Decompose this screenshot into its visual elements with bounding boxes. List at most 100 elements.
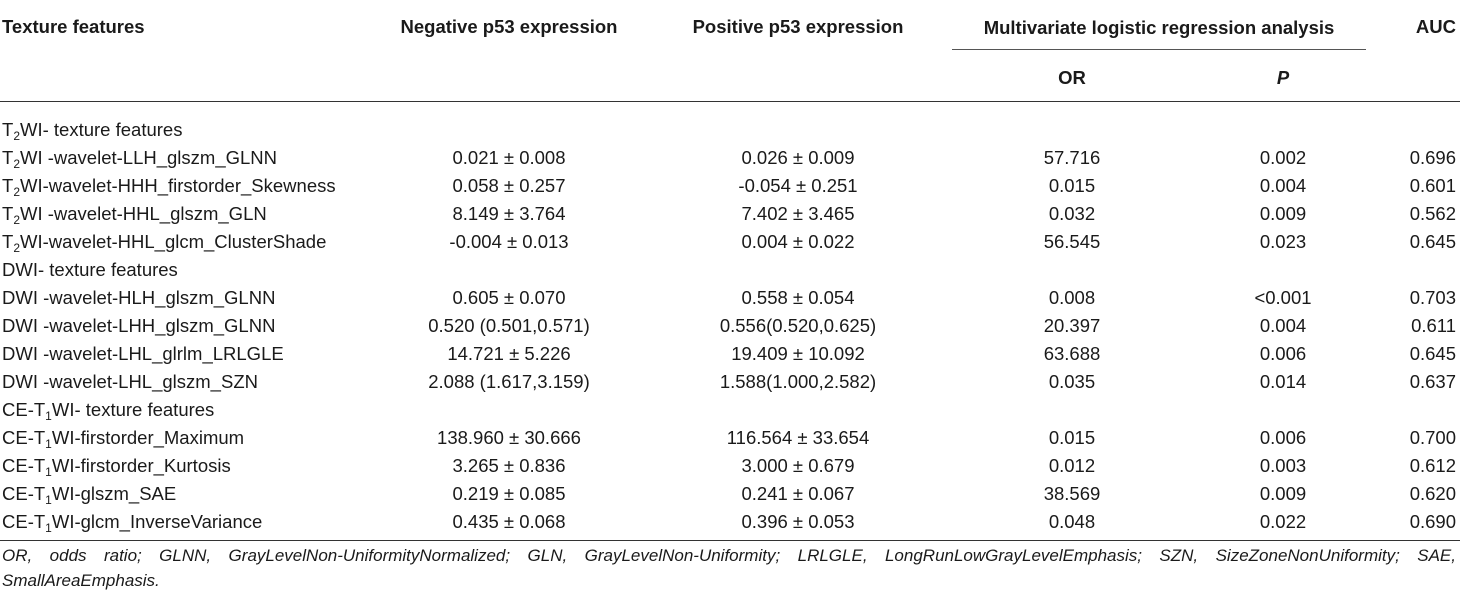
or-value: 0.035 [1048, 371, 1096, 392]
negative-value: 0.058 ± 0.257 [452, 175, 566, 196]
or-value: 20.397 [1043, 315, 1101, 336]
section-title-text: T [2, 119, 14, 140]
subheader-empty [648, 54, 948, 102]
p-value: 0.004 [1259, 315, 1307, 336]
positive-value: 0.558 ± 0.054 [741, 287, 855, 308]
feature-name-text: WI-wavelet-HHH_firstorder_Skewness [20, 175, 336, 196]
subheader-empty [0, 54, 370, 102]
subheader-p: P [1276, 66, 1290, 88]
feature-name-text: WI-glszm_SAE [51, 483, 177, 504]
header-texture-features: Texture features [2, 16, 145, 37]
section-title-text: WI- texture features [20, 119, 183, 140]
subheader-empty [1370, 54, 1460, 102]
or-value: 0.048 [948, 508, 1196, 541]
subheader-or: OR [1058, 66, 1086, 88]
p-value: 0.023 [1259, 231, 1307, 252]
table-row: CE-T1WI-glcm_InverseVariance 0.435 ± 0.06… [0, 508, 1460, 541]
feature-name: CE-T1WI-firstorder_Kurtosis [0, 452, 370, 480]
positive-value: 0.396 ± 0.053 [648, 508, 948, 541]
feature-name: CE-T1WI-glcm_InverseVariance [0, 508, 370, 541]
feature-name: CE-T1WI-glszm_SAE [0, 480, 370, 508]
feature-name-text: DWI -wavelet-LHL_glszm_SZN [2, 371, 258, 392]
or-value: 0.015 [1048, 175, 1096, 196]
negative-value: 0.520 (0.501,0.571) [428, 315, 590, 336]
p-value: <0.001 [1254, 287, 1312, 308]
feature-name-text: DWI -wavelet-LHH_glszm_GLNN [2, 315, 276, 336]
section-title: T2WI- texture features [0, 102, 1460, 145]
or-value: 0.012 [1048, 455, 1096, 476]
positive-value: 7.402 ± 3.465 [741, 203, 855, 224]
table-row: CE-T1WI-firstorder_Kurtosis 3.265 ± 0.836… [0, 452, 1460, 480]
or-value: 0.032 [1048, 203, 1096, 224]
or-value: 0.015 [1048, 427, 1096, 448]
header-multivariate: Multivariate logistic regression analysi… [948, 0, 1370, 54]
table-row: DWI -wavelet-LHL_glszm_SZN 2.088 (1.617,3… [0, 368, 1460, 396]
feature-name-subscript: 1 [45, 521, 52, 535]
table-body: T2WI- texture features T2WI -wavelet-LLH_… [0, 102, 1460, 541]
texture-features-table: Texture features Negative p53 expression… [0, 0, 1460, 541]
feature-name-text: DWI -wavelet-HLH_glszm_GLNN [2, 287, 276, 308]
feature-name-text: WI-firstorder_Kurtosis [51, 455, 231, 476]
feature-name-text: WI -wavelet-HHL_glszm_GLN [20, 203, 267, 224]
negative-value: 8.149 ± 3.764 [452, 203, 566, 224]
auc-value: 0.562 [1409, 203, 1457, 224]
p-value: 0.004 [1259, 175, 1307, 196]
feature-name: T2WI-wavelet-HHH_firstorder_Skewness [0, 172, 370, 200]
or-value: 63.688 [1043, 343, 1101, 364]
feature-name: DWI -wavelet-LHL_glrlm_LRLGLE [0, 340, 370, 368]
auc-value: 0.696 [1409, 147, 1457, 168]
negative-value: 0.021 ± 0.008 [452, 147, 566, 168]
positive-value: 0.026 ± 0.009 [741, 147, 855, 168]
p-value: 0.022 [1196, 508, 1371, 541]
section-header-row: CE-T1WI- texture features [0, 396, 1460, 424]
feature-name-text: CE-T [2, 427, 46, 448]
table-row: CE-T1WI-glszm_SAE 0.219 ± 0.085 0.241 ± 0.… [0, 480, 1460, 508]
feature-name-text: CE-T [2, 483, 46, 504]
positive-value: 0.004 ± 0.022 [741, 231, 855, 252]
section-title-subscript: 1 [45, 409, 52, 423]
or-value: 56.545 [1043, 231, 1101, 252]
positive-value: -0.054 ± 0.251 [738, 175, 858, 196]
feature-name-text: DWI -wavelet-LHL_glrlm_LRLGLE [2, 343, 284, 364]
table-row: T2WI -wavelet-LLH_glszm_GLNN 0.021 ± 0.00… [0, 144, 1460, 172]
section-header-row: DWI- texture features [0, 256, 1460, 284]
table-row: T2WI-wavelet-HHL_glcm_ClusterShade -0.004… [0, 228, 1460, 256]
p-value: 0.009 [1259, 203, 1307, 224]
auc-value: 0.645 [1409, 231, 1457, 252]
feature-name: T2WI-wavelet-HHL_glcm_ClusterShade [0, 228, 370, 256]
feature-name: DWI -wavelet-LHH_glszm_GLNN [0, 312, 370, 340]
feature-name-text: CE-T [2, 455, 46, 476]
table-row: T2WI-wavelet-HHH_firstorder_Skewness 0.05… [0, 172, 1460, 200]
auc-value: 0.601 [1409, 175, 1457, 196]
auc-value: 0.690 [1370, 508, 1460, 541]
auc-value: 0.700 [1409, 427, 1457, 448]
positive-value: 0.556(0.520,0.625) [719, 315, 877, 336]
feature-name-text: WI-glcm_InverseVariance [51, 511, 263, 532]
feature-name-text: CE-T [2, 511, 46, 532]
section-title: CE-T1WI- texture features [0, 396, 1460, 424]
positive-value: 116.564 ± 33.654 [726, 427, 870, 448]
feature-name: DWI -wavelet-HLH_glszm_GLNN [0, 284, 370, 312]
auc-value: 0.612 [1409, 455, 1457, 476]
positive-value: 3.000 ± 0.679 [741, 455, 855, 476]
auc-value: 0.620 [1409, 483, 1457, 504]
table-row: DWI -wavelet-HLH_glszm_GLNN 0.605 ± 0.070… [0, 284, 1460, 312]
feature-name-text: T [2, 175, 14, 196]
positive-value: 1.588(1.000,2.582) [719, 371, 877, 392]
section-title-text: DWI- texture features [2, 259, 178, 280]
section-title-text: WI- texture features [51, 399, 215, 420]
feature-name-subscript: 2 [13, 213, 20, 227]
negative-value: -0.004 ± 0.013 [449, 231, 569, 252]
positive-value: 0.241 ± 0.067 [741, 483, 855, 504]
feature-name: T2WI -wavelet-HHL_glszm_GLN [0, 200, 370, 228]
negative-value: 138.960 ± 30.666 [437, 427, 581, 448]
subheader-empty [370, 54, 648, 102]
section-title: DWI- texture features [0, 256, 1460, 284]
table-footnote: OR, odds ratio; GLNN, GrayLevelNon-Unifo… [2, 546, 1456, 590]
p-value: 0.009 [1259, 483, 1307, 504]
feature-name-subscript: 2 [13, 241, 20, 255]
feature-name: CE-T1WI-firstorder_Maximum [0, 424, 370, 452]
table-row: CE-T1WI-firstorder_Maximum 138.960 ± 30.6… [0, 424, 1460, 452]
negative-value: 14.721 ± 5.226 [447, 343, 571, 364]
